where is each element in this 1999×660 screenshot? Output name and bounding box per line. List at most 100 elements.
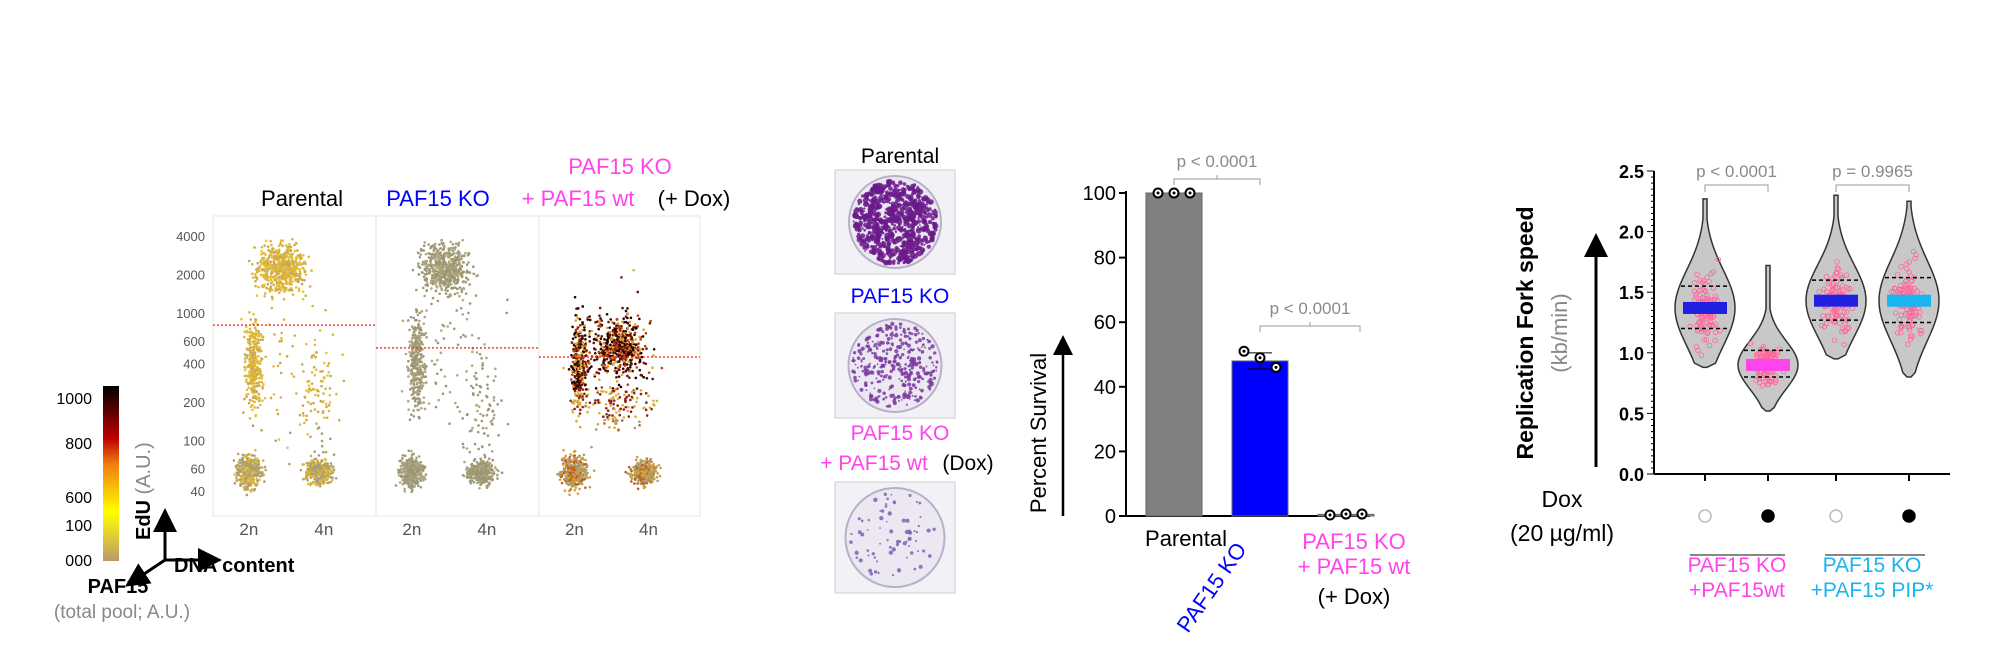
scatter-point bbox=[581, 475, 584, 478]
scatter-point bbox=[278, 361, 282, 365]
scatter-point bbox=[330, 466, 334, 470]
scatter-point bbox=[656, 472, 660, 475]
scatter-point bbox=[592, 341, 596, 345]
scatter-point bbox=[317, 454, 321, 457]
scatter-point bbox=[464, 335, 467, 338]
scatter-point bbox=[400, 467, 404, 471]
scatter-point bbox=[581, 395, 584, 398]
scatter-point bbox=[261, 374, 264, 377]
scatter-point bbox=[249, 488, 253, 492]
scatter-point bbox=[253, 351, 257, 355]
scatter-point bbox=[321, 471, 325, 474]
scatter-point bbox=[263, 244, 266, 248]
scatter-point bbox=[494, 375, 497, 378]
scatter-point bbox=[477, 447, 480, 451]
scatter-point bbox=[279, 269, 283, 273]
scatter-point bbox=[453, 278, 457, 282]
scatter-point bbox=[584, 342, 587, 346]
scatter-point bbox=[415, 356, 418, 360]
scatter-point bbox=[649, 457, 653, 461]
scatter-point bbox=[619, 385, 623, 389]
scatter-point bbox=[255, 469, 259, 473]
scatter-point bbox=[482, 479, 485, 483]
scatter-point bbox=[305, 414, 308, 418]
scatter-point bbox=[634, 362, 637, 366]
scatter-point bbox=[329, 437, 332, 441]
scatter-point bbox=[322, 482, 325, 486]
scatter-point bbox=[624, 353, 628, 357]
scatter-point bbox=[439, 273, 443, 277]
scatter-point bbox=[425, 269, 428, 273]
scatter-point bbox=[320, 384, 323, 388]
scatter-point bbox=[328, 393, 332, 397]
scatter-point bbox=[302, 463, 306, 466]
scatter-point bbox=[424, 477, 427, 481]
scatter-point bbox=[315, 461, 318, 464]
scatter-point bbox=[478, 390, 482, 394]
scatter-point bbox=[594, 348, 597, 351]
scatter-point bbox=[319, 482, 322, 485]
scatter-point bbox=[651, 465, 655, 468]
scatter-point bbox=[409, 379, 413, 383]
scatter-point bbox=[456, 251, 460, 254]
scatter-point bbox=[584, 338, 587, 341]
scatter-point bbox=[606, 409, 610, 413]
scatter-point bbox=[629, 361, 633, 364]
scatter-point bbox=[455, 281, 459, 285]
scatter-point bbox=[587, 362, 591, 365]
scatter-point bbox=[398, 469, 401, 472]
scatter-point bbox=[291, 252, 294, 256]
scatter-point bbox=[247, 392, 250, 396]
scatter-point bbox=[420, 355, 424, 359]
scatter-point bbox=[588, 318, 592, 322]
scatter-point bbox=[242, 335, 246, 339]
scatter-point bbox=[609, 337, 613, 340]
scatter-point bbox=[408, 344, 412, 348]
scatter-point bbox=[639, 338, 642, 341]
scatter-point bbox=[598, 306, 602, 310]
scatter-point bbox=[413, 333, 417, 336]
scatter-point bbox=[594, 428, 598, 431]
scatter-point bbox=[410, 459, 414, 463]
scatter-point bbox=[605, 357, 609, 361]
scatter-point bbox=[491, 410, 495, 413]
scatter-point bbox=[243, 353, 247, 356]
scatter-point bbox=[309, 474, 312, 477]
scatter-point bbox=[416, 363, 419, 367]
scatter-point bbox=[270, 295, 274, 299]
scatter-point bbox=[618, 368, 621, 372]
scatter-point bbox=[616, 397, 620, 401]
scatter-point bbox=[465, 447, 469, 450]
scatter-point bbox=[250, 355, 254, 358]
scatter-point bbox=[456, 373, 459, 377]
scatter-point bbox=[298, 272, 302, 275]
x-tick-label: 4n bbox=[314, 520, 333, 539]
scatter-point bbox=[422, 396, 426, 399]
scatter-point bbox=[462, 261, 465, 264]
scatter-point bbox=[327, 403, 331, 407]
scatter-point bbox=[461, 238, 465, 242]
scatter-point bbox=[243, 330, 247, 334]
scatter-point bbox=[455, 309, 459, 312]
scatter-point bbox=[476, 409, 479, 413]
scatter-point bbox=[567, 469, 571, 472]
scatter-point bbox=[436, 299, 440, 303]
scatter-point bbox=[249, 458, 253, 462]
scatter-point bbox=[414, 350, 418, 353]
scatter-point bbox=[435, 250, 439, 254]
scatter-point bbox=[600, 363, 604, 367]
scatter-point bbox=[410, 449, 413, 453]
scatter-point bbox=[415, 309, 419, 312]
scatter-point bbox=[309, 454, 313, 458]
scatter-point bbox=[641, 473, 645, 476]
scatter-point bbox=[257, 341, 260, 345]
scatter-point bbox=[478, 477, 481, 480]
scatter-point bbox=[318, 329, 322, 332]
scatter-point bbox=[461, 280, 465, 284]
scatter-point bbox=[317, 465, 321, 469]
scatter-point bbox=[583, 334, 587, 337]
scatter-point bbox=[580, 469, 584, 472]
scatter-point bbox=[478, 352, 482, 356]
scatter-point bbox=[248, 355, 252, 359]
scatter-point bbox=[652, 403, 655, 406]
